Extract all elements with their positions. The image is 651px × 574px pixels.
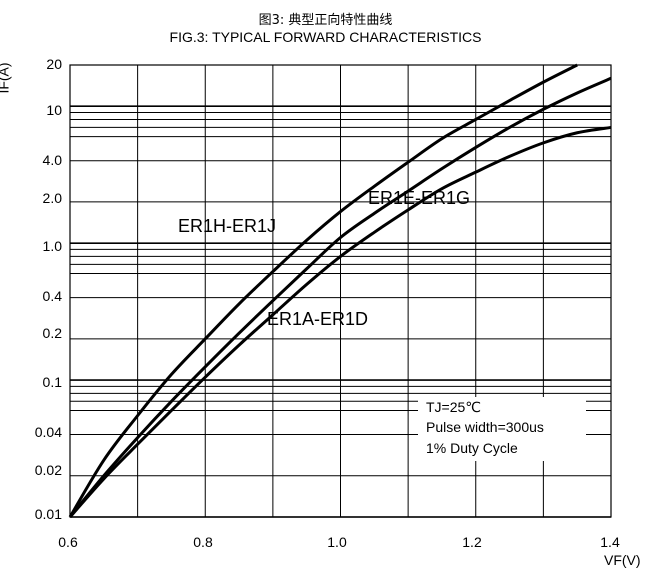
y-tick-label: 0.01	[34, 506, 62, 522]
x-tick-label: 1.0	[327, 534, 347, 550]
series-lines	[68, 63, 612, 518]
annotation-duty-cycle: 1% Duty Cycle	[426, 440, 518, 456]
series-label-er1h-er1j: ER1H-ER1J	[178, 216, 277, 236]
y-tick-label: 0.2	[42, 325, 62, 341]
y-tick-label: 0.4	[42, 288, 62, 304]
y-tick-label: 1.0	[42, 238, 62, 254]
series-line-er1h-er1j	[68, 63, 578, 518]
annotation-pulse-width: Pulse width=300us	[426, 419, 544, 435]
y-axis-label: IF(A)	[0, 62, 12, 94]
y-tick-label: 0.04	[34, 424, 62, 440]
x-axis-label: VF(V)	[604, 552, 641, 568]
y-tick-label: 0.02	[34, 462, 62, 478]
x-tick-label: 0.6	[58, 534, 78, 550]
plot-frame	[69, 64, 612, 518]
x-tick-label: 1.4	[600, 534, 620, 550]
chart-subtitle: FIG.3: TYPICAL FORWARD CHARACTERISTICS	[169, 29, 482, 45]
x-tick-label: 0.8	[193, 534, 213, 550]
y-tick-label: 20	[46, 56, 62, 72]
y-tick-label: 2.0	[42, 190, 62, 206]
series-line-er1e-er1g	[68, 76, 612, 518]
y-tick-label: 0.1	[42, 374, 62, 390]
series-label-er1a-er1d: ER1A-ER1D	[267, 309, 369, 329]
y-tick-label: 4.0	[42, 152, 62, 168]
x-tick-label: 1.2	[462, 534, 482, 550]
series-line-er1a-er1d	[68, 125, 612, 518]
chart-title: 图3: 典型正向特性曲线	[258, 13, 393, 28]
annotation-background	[418, 397, 586, 461]
grid	[69, 64, 612, 518]
series-label-er1e-er1g: ER1E-ER1G	[368, 188, 471, 208]
y-tick-label: 10	[46, 102, 62, 118]
annotation-temperature: TJ=25℃	[426, 399, 482, 415]
